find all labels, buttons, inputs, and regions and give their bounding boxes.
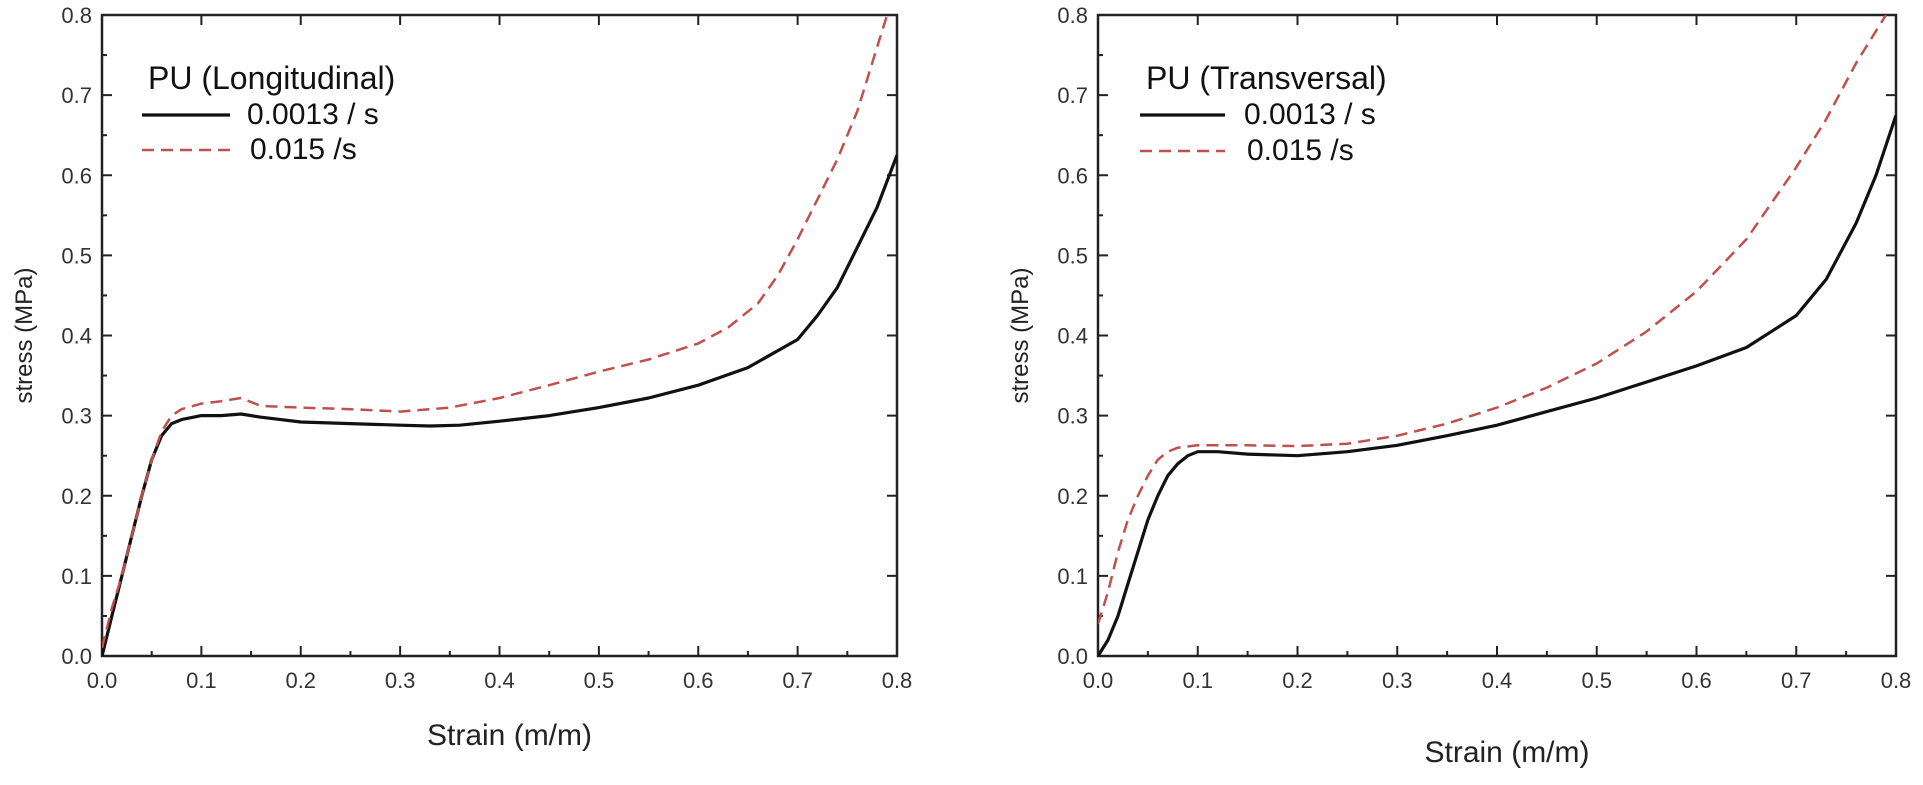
y-tick-label: 0.6 — [1057, 163, 1088, 188]
x-tick-label: 0.0 — [1083, 668, 1114, 693]
series-line-fast-rate — [1098, 15, 1888, 625]
y-tick-label: 0.8 — [1057, 3, 1088, 28]
chart-panel-2: 0.0 0.1 0.2 0.3 0.4 0.5 0.6 0.7 0.8 0.0 0.1 0.2 0.3 0… — [1007, 3, 1911, 769]
x-tick-label: 0.6 — [1681, 668, 1712, 693]
x-axis-title: Strain (m/m) — [1425, 736, 1590, 769]
y-tick-label: 0.5 — [61, 243, 92, 268]
x-tick-label: 0.8 — [1881, 668, 1912, 693]
y-tick-label: 0.0 — [61, 644, 92, 669]
y-tick-label: 0.1 — [61, 564, 92, 589]
x-tick-label: 0.4 — [1482, 668, 1513, 693]
series-line-fast-rate — [102, 15, 889, 649]
chart-panel-1: 0.0 0.1 0.2 0.3 0.4 0.5 0.6 0.7 0.8 0.0 0.1 0.2 0.3 0… — [11, 3, 912, 752]
y-tick-label: 0.4 — [61, 324, 92, 349]
legend-entry: 0.0013 / s — [1244, 98, 1376, 131]
y-tick-label: 0.8 — [61, 3, 92, 28]
series-line-slow-rate — [102, 154, 897, 656]
legend: PU (Longitudinal)0.0013 / s0.015 /s — [142, 60, 395, 166]
y-tick-label: 0.2 — [61, 484, 92, 509]
legend-title: PU (Longitudinal) — [148, 60, 395, 96]
x-tick-label: 0.2 — [1282, 668, 1313, 693]
x-tick-label: 0.8 — [882, 668, 913, 693]
x-tick-label: 0.2 — [285, 668, 316, 693]
x-tick-label: 0.3 — [1382, 668, 1413, 693]
y-tick-label: 0.3 — [61, 404, 92, 429]
legend-entry: 0.0013 / s — [247, 98, 379, 131]
x-tick-label: 0.3 — [385, 668, 416, 693]
y-tick-label: 0.4 — [1057, 324, 1088, 349]
plot-frame — [100, 13, 899, 658]
x-tick-label: 0.7 — [782, 668, 813, 693]
x-tick-label: 0.5 — [584, 668, 615, 693]
x-tick-label: 0.1 — [186, 668, 217, 693]
y-tick-label: 0.3 — [1057, 404, 1088, 429]
series-line-slow-rate — [1098, 114, 1896, 656]
x-tick-label: 0.5 — [1581, 668, 1612, 693]
y-tick-label: 0.2 — [1057, 484, 1088, 509]
y-tick-label: 0.7 — [1057, 83, 1088, 108]
y-axis-title: stress (MPa) — [1007, 267, 1034, 403]
plot-frame — [1096, 13, 1898, 658]
y-tick-label: 0.7 — [61, 83, 92, 108]
x-tick-label: 0.4 — [484, 668, 515, 693]
y-tick-label: 0.0 — [1057, 644, 1088, 669]
legend: PU (Transversal)0.0013 / s0.015 /s — [1140, 60, 1387, 167]
y-tick-label: 0.6 — [61, 163, 92, 188]
y-tick-label: 0.1 — [1057, 564, 1088, 589]
y-axis-title: stress (MPa) — [11, 267, 38, 403]
x-tick-label: 0.0 — [87, 668, 118, 693]
x-tick-label: 0.7 — [1781, 668, 1812, 693]
x-tick-label: 0.1 — [1182, 668, 1213, 693]
legend-entry: 0.015 /s — [250, 133, 357, 166]
y-tick-label: 0.5 — [1057, 243, 1088, 268]
x-axis-title: Strain (m/m) — [427, 719, 592, 752]
legend-title: PU (Transversal) — [1146, 60, 1387, 96]
legend-entry: 0.015 /s — [1247, 134, 1354, 167]
x-tick-label: 0.6 — [683, 668, 714, 693]
